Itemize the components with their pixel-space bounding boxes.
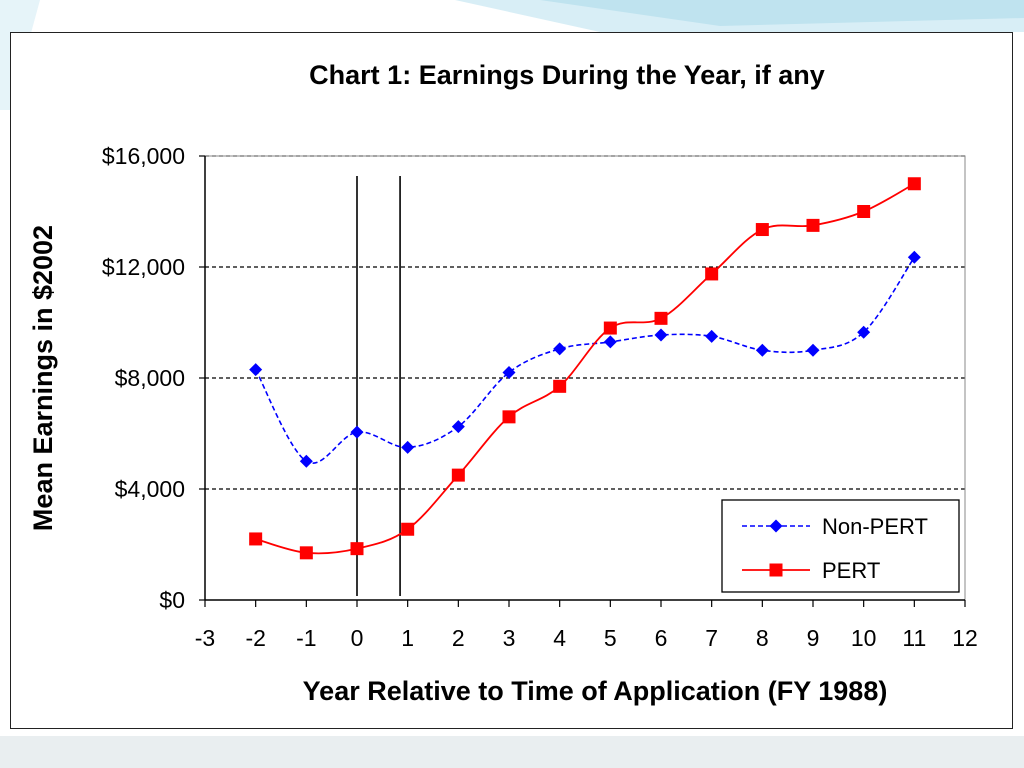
data-point-pert bbox=[401, 522, 415, 536]
x-tick-label: 5 bbox=[604, 625, 617, 651]
legend: Non-PERT PERT bbox=[721, 499, 960, 593]
x-tick-label: 11 bbox=[902, 625, 926, 651]
data-point-pert bbox=[350, 542, 364, 556]
slide-frame bbox=[10, 32, 1013, 729]
legend-box bbox=[721, 499, 960, 593]
legend-marker-non-pert bbox=[769, 519, 783, 533]
data-point-pert bbox=[553, 379, 567, 393]
x-tick-label: -2 bbox=[245, 625, 265, 651]
x-tick-label: 10 bbox=[851, 625, 877, 651]
data-point-non-pert bbox=[451, 420, 465, 434]
x-tick-label: 0 bbox=[351, 625, 364, 651]
data-point-non-pert bbox=[755, 343, 769, 357]
data-point-pert bbox=[603, 321, 617, 335]
data-point-pert bbox=[705, 267, 719, 281]
y-tick-label: $8,000 bbox=[115, 365, 185, 391]
data-point-non-pert bbox=[249, 363, 263, 377]
x-tick-label: 1 bbox=[401, 625, 414, 651]
gridlines bbox=[205, 155, 965, 490]
series-non-pert bbox=[249, 250, 921, 468]
x-tick-label: -3 bbox=[195, 625, 215, 651]
x-tick-label: 8 bbox=[756, 625, 769, 651]
legend-marker-pert bbox=[769, 563, 783, 577]
series bbox=[249, 177, 921, 560]
reference-lines bbox=[356, 176, 401, 596]
y-axis-title: Mean Earnings in $2002 bbox=[28, 225, 58, 531]
x-tick-label: 7 bbox=[705, 625, 718, 651]
x-tick-label: 4 bbox=[553, 625, 566, 651]
data-point-non-pert bbox=[401, 440, 415, 454]
legend-label-pert: PERT bbox=[822, 558, 880, 583]
data-point-non-pert bbox=[907, 250, 921, 264]
y-tick-label: $4,000 bbox=[115, 476, 185, 502]
data-point-non-pert bbox=[806, 343, 820, 357]
data-point-non-pert bbox=[654, 328, 668, 342]
x-tick-label: 2 bbox=[452, 625, 465, 651]
top-decor-swoosh-light bbox=[540, 0, 1024, 26]
x-tick-label: 12 bbox=[952, 625, 978, 651]
data-point-non-pert bbox=[502, 365, 516, 379]
x-axis-title: Year Relative to Time of Application (FY… bbox=[303, 676, 888, 706]
x-tick-label: 9 bbox=[807, 625, 820, 651]
data-point-pert bbox=[502, 410, 516, 424]
data-point-non-pert bbox=[857, 325, 871, 339]
data-point-pert bbox=[299, 546, 313, 560]
data-point-non-pert bbox=[553, 342, 567, 356]
y-tick-label: $12,000 bbox=[102, 254, 185, 280]
data-point-non-pert bbox=[705, 329, 719, 343]
legend-label-non-pert: Non-PERT bbox=[822, 514, 928, 539]
data-point-pert bbox=[857, 205, 871, 218]
data-point-pert bbox=[907, 177, 921, 191]
bottom-band bbox=[0, 736, 1024, 768]
data-point-non-pert bbox=[350, 425, 364, 439]
x-tick-label: -1 bbox=[296, 625, 316, 651]
axes: $0$4,000$8,000$12,000$16,000-3 -2 -1 0 1 2 3 4 5… bbox=[102, 143, 978, 651]
data-point-pert bbox=[654, 311, 668, 325]
x-tick-label: 6 bbox=[655, 625, 668, 651]
data-point-pert bbox=[755, 223, 769, 237]
chart-title: Chart 1: Earnings During the Year, if an… bbox=[309, 60, 825, 90]
data-point-non-pert bbox=[603, 335, 617, 349]
series-pert bbox=[249, 177, 921, 560]
data-point-pert bbox=[806, 218, 820, 232]
data-point-pert bbox=[451, 468, 465, 482]
x-tick-label: 3 bbox=[503, 625, 516, 651]
data-point-non-pert bbox=[299, 454, 313, 468]
y-tick-label: $0 bbox=[159, 587, 185, 613]
series-line-pert bbox=[255, 182, 915, 555]
data-point-pert bbox=[249, 532, 263, 546]
y-tick-label: $16,000 bbox=[102, 143, 185, 169]
